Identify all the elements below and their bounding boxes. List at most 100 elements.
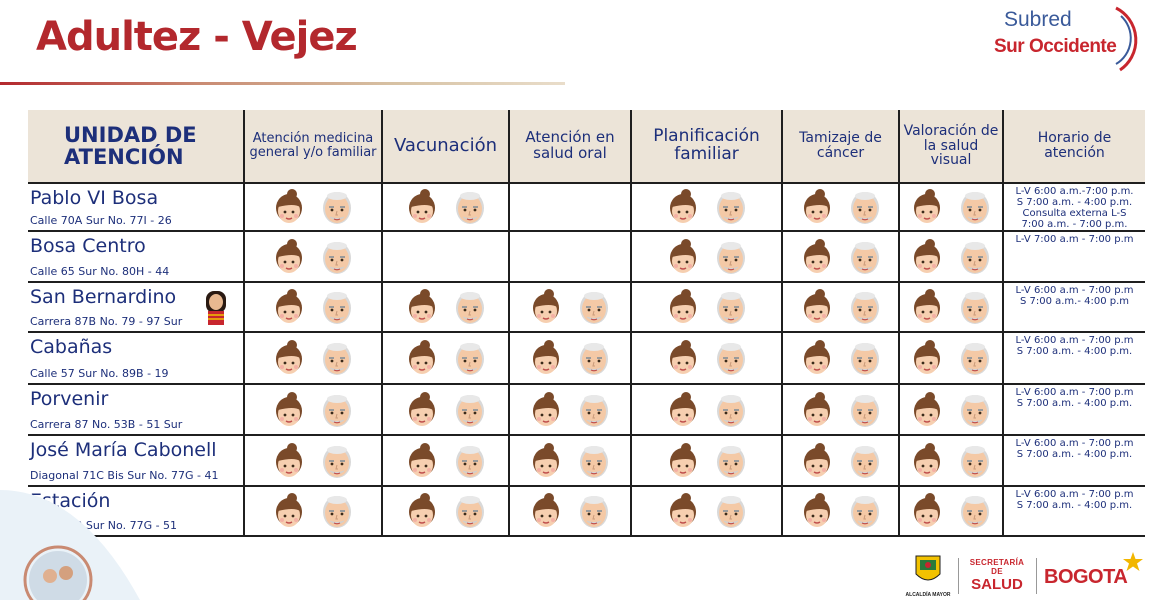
service-icons — [245, 487, 381, 535]
young-woman-icon — [798, 390, 836, 430]
elderly-man-icon — [846, 187, 884, 227]
unit-address: Carrera 87 No. 53B - 51 Sur — [30, 418, 183, 431]
service-cell-tamizaje — [783, 184, 900, 232]
service-icons — [383, 333, 508, 383]
elderly-man-icon — [451, 338, 489, 378]
elderly-man-icon — [956, 237, 994, 277]
service-icons — [245, 385, 381, 434]
service-cell-planificacion — [632, 487, 783, 537]
service-icons — [383, 385, 508, 434]
elderly-man-icon — [846, 338, 884, 378]
elderly-man-icon — [846, 491, 884, 531]
elderly-man-icon — [575, 338, 613, 378]
unit-name: Pablo VI Bosa — [30, 187, 159, 209]
young-woman-icon — [908, 338, 946, 378]
elderly-man-icon — [451, 491, 489, 531]
young-woman-icon — [798, 491, 836, 531]
elderly-man-icon — [451, 287, 489, 327]
secretaria-line2: SALUD — [971, 576, 1023, 593]
corner-decoration — [0, 490, 140, 600]
unit-address: Diagonal 71C Bis Sur No. 77G - 41 — [30, 469, 219, 482]
unit-name: José María Cabonell — [30, 439, 217, 461]
elderly-man-icon — [451, 390, 489, 430]
service-icons — [510, 385, 630, 434]
unit-cell: Porvenir Carrera 87 No. 53B - 51 Sur — [28, 385, 245, 436]
elderly-man-icon — [712, 287, 750, 327]
young-woman-icon — [908, 187, 946, 227]
header-valoracion-visual: Valoración de la salud visual — [900, 110, 1004, 184]
schedule-cell: L-V 6:00 a.m - 7:00 p.m S 7:00 a.m. - 4:… — [1004, 487, 1145, 537]
service-cell-vacunacion — [383, 333, 510, 385]
schedule-text: L-V 6:00 a.m - 7:00 p.m S 7:00 a.m.- 4:0… — [1015, 285, 1134, 307]
service-icons — [783, 333, 898, 383]
service-cell-valoracion-visual — [900, 333, 1004, 385]
elderly-man-icon — [712, 441, 750, 481]
service-icons — [383, 184, 508, 230]
elderly-man-icon — [575, 441, 613, 481]
elderly-man-icon — [318, 187, 356, 227]
star-icon — [1123, 552, 1143, 571]
service-icons — [783, 385, 898, 434]
young-woman-icon — [908, 491, 946, 531]
service-cell-planificacion — [632, 385, 783, 436]
brand-line1: Subred — [1004, 8, 1072, 31]
header-vacunacion: Vacunación — [383, 110, 510, 184]
schedule-text: L-V 6:00 a.m - 7:00 p.m S 7:00 a.m. - 4:… — [1015, 489, 1134, 511]
service-icons — [632, 487, 781, 535]
service-cell-planificacion — [632, 232, 783, 283]
institutional-logos: ALCALDÍA MAYOR SECRETARÍA DE SALUD BOGOT… — [900, 552, 1150, 598]
elderly-man-icon — [575, 491, 613, 531]
header-medicina: Atención medicina general y/o familiar — [245, 110, 383, 184]
service-icons — [510, 333, 630, 383]
elderly-man-icon — [956, 338, 994, 378]
elderly-man-icon — [318, 287, 356, 327]
service-cell-vacunacion — [383, 385, 510, 436]
service-icons — [632, 184, 781, 230]
elderly-man-icon — [318, 390, 356, 430]
elderly-man-icon — [956, 287, 994, 327]
header-tamizaje: Tamizaje de cáncer — [783, 110, 900, 184]
unit-address: Calle 65 Sur No. 80H - 44 — [30, 265, 170, 278]
service-icons — [900, 184, 1002, 230]
elderly-man-icon — [712, 338, 750, 378]
service-icons — [510, 283, 630, 331]
service-cell-medicina — [245, 184, 383, 232]
coat-of-arms-icon — [915, 555, 941, 581]
young-woman-icon — [403, 390, 441, 430]
elderly-man-icon — [318, 338, 356, 378]
young-woman-icon — [664, 491, 702, 531]
service-icons — [783, 487, 898, 535]
service-icons — [245, 232, 381, 281]
subred-logo: Subred Sur Occidente — [988, 2, 1148, 78]
young-woman-icon — [527, 390, 565, 430]
service-cell-medicina — [245, 283, 383, 333]
elderly-man-icon — [712, 491, 750, 531]
service-icons — [783, 283, 898, 331]
service-cell-valoracion-visual — [900, 184, 1004, 232]
service-icons — [632, 385, 781, 434]
service-cell-medicina — [245, 487, 383, 537]
service-cell-planificacion — [632, 283, 783, 333]
unit-cell: Pablo VI Bosa Calle 70A Sur No. 77I - 26 — [28, 184, 245, 232]
unit-name: Cabañas — [30, 336, 113, 358]
elderly-man-icon — [846, 237, 884, 277]
young-woman-icon — [527, 441, 565, 481]
unit-name: San Bernardino — [30, 286, 177, 308]
young-woman-icon — [664, 187, 702, 227]
service-cell-valoracion-visual — [900, 283, 1004, 333]
young-woman-icon — [908, 390, 946, 430]
unit-cell: Cabañas Calle 57 Sur No. 89B - 19 — [28, 333, 245, 385]
elderly-man-icon — [712, 187, 750, 227]
service-cell-salud-oral — [510, 385, 632, 436]
indigenous-person-icon — [206, 291, 226, 325]
service-cell-medicina — [245, 436, 383, 487]
elderly-man-icon — [575, 390, 613, 430]
service-icons — [383, 283, 508, 331]
service-icons — [900, 232, 1002, 281]
schedule-cell: L-V 6:00 a.m - 7:00 p.m S 7:00 a.m.- 4:0… — [1004, 283, 1145, 333]
secretaria-line1: SECRETARÍA DE — [969, 558, 1025, 576]
service-icons — [900, 385, 1002, 434]
service-cell-planificacion — [632, 184, 783, 232]
elderly-man-icon — [846, 390, 884, 430]
service-icons — [245, 283, 381, 331]
